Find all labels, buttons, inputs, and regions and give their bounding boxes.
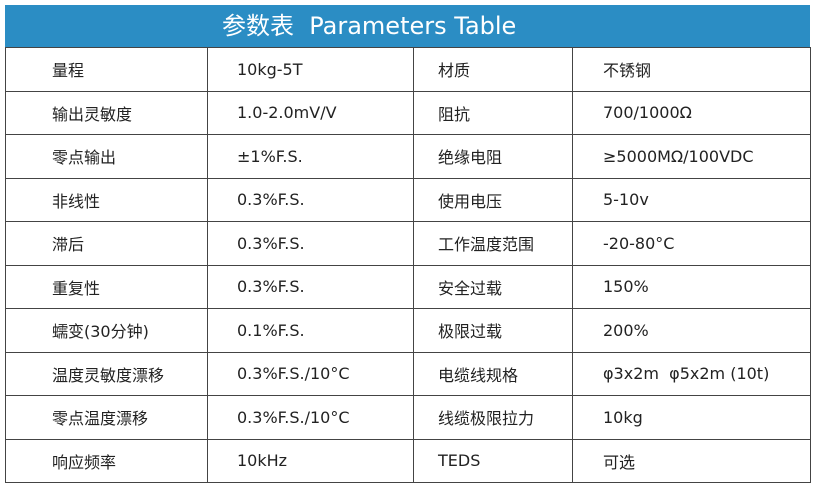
param-value: 200% bbox=[572, 308, 811, 353]
param-value: 0.3%F.S. bbox=[207, 264, 414, 309]
table-row: 零点温度漂移 0.3%F.S./10°C 线缆极限拉力 10kg bbox=[5, 395, 811, 440]
table-title: 参数表 Parameters Table bbox=[5, 5, 810, 47]
param-name: 安全过载 bbox=[413, 264, 573, 309]
param-name: 工作温度范围 bbox=[413, 221, 573, 266]
param-value: 0.3%F.S. bbox=[207, 177, 414, 222]
table-row: 蠕变(30分钟) 0.1%F.S. 极限过载 200% bbox=[5, 308, 811, 353]
param-name: 零点温度漂移 bbox=[5, 395, 208, 440]
param-name: 材质 bbox=[413, 47, 573, 92]
param-value: 150% bbox=[572, 264, 811, 309]
param-value: 0.3%F.S./10°C bbox=[207, 351, 414, 396]
param-name: 蠕变(30分钟) bbox=[5, 308, 208, 353]
param-name: 极限过载 bbox=[413, 308, 573, 353]
param-value: 不锈钢 bbox=[572, 47, 811, 92]
table-row: 非线性 0.3%F.S. 使用电压 5-10v bbox=[5, 177, 811, 222]
param-name: 重复性 bbox=[5, 264, 208, 309]
param-name: 零点输出 bbox=[5, 134, 208, 179]
param-value: 10kg-5T bbox=[207, 47, 414, 92]
param-name: 非线性 bbox=[5, 177, 208, 222]
table-row: 重复性 0.3%F.S. 安全过载 150% bbox=[5, 264, 811, 309]
param-value: 0.3%F.S. bbox=[207, 221, 414, 266]
param-name: 绝缘电阻 bbox=[413, 134, 573, 179]
param-value: φ3x2m φ5x2m (10t) bbox=[572, 351, 811, 396]
param-value: ±1%F.S. bbox=[207, 134, 414, 179]
table-row: 零点输出 ±1%F.S. 绝缘电阻 ≥5000MΩ/100VDC bbox=[5, 134, 811, 179]
parameters-table: 量程 10kg-5T 材质 不锈钢 输出灵敏度 1.0-2.0mV/V 阻抗 700/1000… bbox=[5, 47, 811, 483]
param-name: 温度灵敏度漂移 bbox=[5, 351, 208, 396]
param-value: 10kg bbox=[572, 395, 811, 440]
param-name: 输出灵敏度 bbox=[5, 90, 208, 135]
param-name: 滞后 bbox=[5, 221, 208, 266]
parameters-panel: 参数表 Parameters Table 量程 10kg-5T 材质 不锈钢 输出灵敏度… bbox=[5, 5, 811, 483]
param-value: 700/1000Ω bbox=[572, 90, 811, 135]
param-value: 0.1%F.S. bbox=[207, 308, 414, 353]
param-value: -20-80°C bbox=[572, 221, 811, 266]
table-row: 温度灵敏度漂移 0.3%F.S./10°C 电缆线规格 φ3x2m φ5x2m (10… bbox=[5, 351, 811, 396]
param-name: 响应频率 bbox=[5, 438, 208, 483]
param-value: 5-10v bbox=[572, 177, 811, 222]
param-name: 线缆极限拉力 bbox=[413, 395, 573, 440]
table-row: 响应频率 10kHz TEDS 可选 bbox=[5, 438, 811, 483]
param-name: 阻抗 bbox=[413, 90, 573, 135]
param-name: 使用电压 bbox=[413, 177, 573, 222]
param-name: 电缆线规格 bbox=[413, 351, 573, 396]
param-name: TEDS bbox=[413, 438, 573, 483]
table-row: 量程 10kg-5T 材质 不锈钢 bbox=[5, 47, 811, 92]
param-name: 量程 bbox=[5, 47, 208, 92]
param-value: 10kHz bbox=[207, 438, 414, 483]
table-row: 输出灵敏度 1.0-2.0mV/V 阻抗 700/1000Ω bbox=[5, 90, 811, 135]
param-value: 1.0-2.0mV/V bbox=[207, 90, 414, 135]
param-value: 0.3%F.S./10°C bbox=[207, 395, 414, 440]
table-row: 滞后 0.3%F.S. 工作温度范围 -20-80°C bbox=[5, 221, 811, 266]
param-value: ≥5000MΩ/100VDC bbox=[572, 134, 811, 179]
param-value: 可选 bbox=[572, 438, 811, 483]
